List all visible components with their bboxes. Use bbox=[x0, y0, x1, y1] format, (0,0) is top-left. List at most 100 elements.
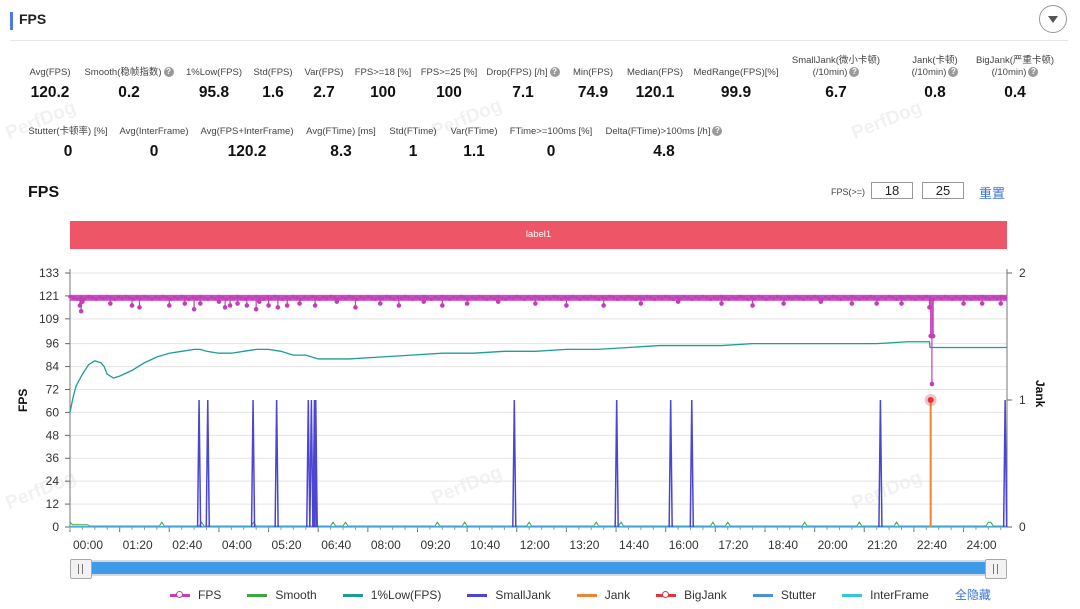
series-fps-point bbox=[935, 295, 940, 300]
stat-value: 2.7 bbox=[313, 84, 335, 101]
series-fps-point bbox=[954, 295, 958, 300]
series-fps-point bbox=[455, 296, 460, 301]
series-fps-point bbox=[909, 296, 914, 300]
series-fps-point bbox=[135, 295, 139, 300]
series-fps-point bbox=[879, 295, 884, 300]
stat-value: 1.1 bbox=[463, 143, 485, 160]
series-fps-point bbox=[797, 296, 802, 300]
stat-label: Std(FTime) bbox=[353, 126, 473, 138]
stat-label: Drop(FPS) [/h]? bbox=[463, 67, 583, 79]
series-fps-point bbox=[861, 295, 865, 300]
slider-right-handle[interactable] bbox=[985, 559, 1007, 579]
stat-label-unit: (/10min) bbox=[911, 67, 947, 78]
series-fps-point bbox=[254, 294, 258, 299]
series-fps-point bbox=[343, 296, 348, 301]
series-fps-point bbox=[827, 296, 832, 301]
series-fps-dip-point bbox=[719, 301, 724, 306]
series-fps-point bbox=[209, 295, 214, 300]
series-fps-dip-point bbox=[929, 381, 935, 387]
series-fps-point bbox=[116, 295, 121, 300]
series-fps-point bbox=[846, 296, 850, 301]
series-fps-point bbox=[883, 296, 888, 301]
legend-item-interframe[interactable]: InterFrame bbox=[842, 588, 929, 602]
slider-left-handle[interactable] bbox=[70, 559, 92, 579]
series-fps-dip-point bbox=[421, 299, 427, 304]
series-fps-point bbox=[228, 295, 232, 300]
series-fps-point bbox=[176, 296, 180, 301]
series-fps-point bbox=[310, 294, 314, 299]
stat-2-6: FTime>=100ms [%] 0 bbox=[491, 126, 611, 161]
series-fps-point bbox=[779, 296, 783, 300]
y-tick-label: 12 bbox=[46, 497, 60, 511]
legend-item-1-low-fps-[interactable]: 1%Low(FPS) bbox=[342, 588, 441, 602]
y-tick-label: 48 bbox=[46, 428, 60, 442]
series-fps-point bbox=[526, 295, 530, 300]
stat-label-text: Avg(FPS) bbox=[29, 67, 71, 78]
legend-item-fps[interactable]: FPS bbox=[170, 588, 221, 602]
series-fps-dip-point bbox=[874, 301, 879, 306]
help-icon[interactable]: ? bbox=[849, 67, 860, 78]
time-range-slider[interactable] bbox=[70, 559, 1007, 579]
series-fps-dip-point bbox=[353, 305, 358, 310]
series-fps-point bbox=[991, 295, 996, 300]
y2-tick-label: 1 bbox=[1019, 393, 1026, 407]
legend-item-bigjank[interactable]: BigJank bbox=[656, 588, 727, 602]
stat-label-text: Std(FTime) bbox=[389, 126, 437, 137]
collapse-button[interactable] bbox=[1039, 5, 1067, 33]
series-fps-point bbox=[459, 294, 463, 299]
fps-threshold-low-input[interactable] bbox=[871, 182, 913, 199]
stat-value: 1 bbox=[408, 143, 418, 160]
series-fps-point bbox=[946, 296, 951, 300]
series-smalljank-spike bbox=[1002, 399, 1008, 528]
y2-tick-label: 2 bbox=[1019, 266, 1026, 280]
series-fps-point bbox=[969, 297, 973, 301]
stat-label: Avg(FTime) [ms] bbox=[281, 126, 401, 138]
hide-all-button[interactable]: 全隐藏 bbox=[954, 588, 991, 603]
stat-1-11: SmallJank(微小卡顿) (/10min)? 6.7 bbox=[776, 55, 896, 102]
series-fps-point bbox=[544, 295, 549, 300]
series-fps-point bbox=[887, 294, 891, 299]
legend-item-smalljank[interactable]: SmallJank bbox=[467, 588, 551, 602]
stat-label-text: FPS>=25 [%] bbox=[420, 67, 478, 78]
series-fps-point bbox=[585, 296, 590, 301]
legend-item-smooth[interactable]: Smooth bbox=[247, 588, 317, 602]
series-smalljank-spike bbox=[196, 399, 202, 528]
stat-2-7: Delta(FTime)>100ms [/h]? 4.8 bbox=[604, 126, 724, 161]
help-icon[interactable]: ? bbox=[549, 67, 560, 78]
stat-1-8: Min(FPS) 74.9 bbox=[533, 67, 653, 102]
help-icon[interactable]: ? bbox=[712, 126, 723, 137]
series-fps-point bbox=[626, 294, 631, 299]
series-fps-point bbox=[496, 294, 500, 299]
stat-label: Std(FPS) bbox=[213, 67, 333, 79]
legend-item-jank[interactable]: Jank bbox=[576, 588, 630, 602]
series-fps-point bbox=[593, 296, 597, 300]
series-fps-point bbox=[987, 297, 992, 301]
series-fps-point bbox=[842, 295, 847, 300]
legend-item-stutter[interactable]: Stutter bbox=[752, 588, 816, 602]
series-fps-point bbox=[403, 294, 407, 299]
help-icon[interactable]: ? bbox=[1028, 67, 1039, 78]
series-fps-point bbox=[511, 296, 515, 301]
help-icon[interactable]: ? bbox=[948, 67, 959, 78]
series-fps-point bbox=[362, 296, 366, 301]
series-fps-dip-point bbox=[396, 303, 402, 308]
fps-threshold-high-input[interactable] bbox=[922, 182, 964, 199]
series-fps-point bbox=[97, 295, 102, 300]
series-fps-dip-point bbox=[253, 306, 259, 312]
reset-button[interactable]: 重置 bbox=[979, 186, 1006, 201]
label-bar[interactable]: label1 bbox=[70, 221, 1007, 249]
series-fps-dip-point bbox=[108, 301, 113, 306]
stat-value: 0 bbox=[149, 143, 159, 160]
stat-label: Delta(FTime)>100ms [/h]? bbox=[604, 126, 724, 138]
series-fps-point bbox=[872, 296, 877, 300]
stat-label-text: Min(FPS) bbox=[572, 67, 614, 78]
series-fps-dip-point bbox=[80, 299, 85, 304]
help-icon[interactable]: ? bbox=[163, 67, 174, 78]
series-fps-dip-point bbox=[601, 303, 606, 308]
series-fps-point bbox=[500, 296, 504, 300]
stat-1-3: Std(FPS) 1.6 bbox=[213, 67, 333, 102]
series-fps-point bbox=[712, 295, 716, 300]
series-fps-point bbox=[998, 294, 1003, 299]
series-fps-point bbox=[150, 297, 154, 301]
